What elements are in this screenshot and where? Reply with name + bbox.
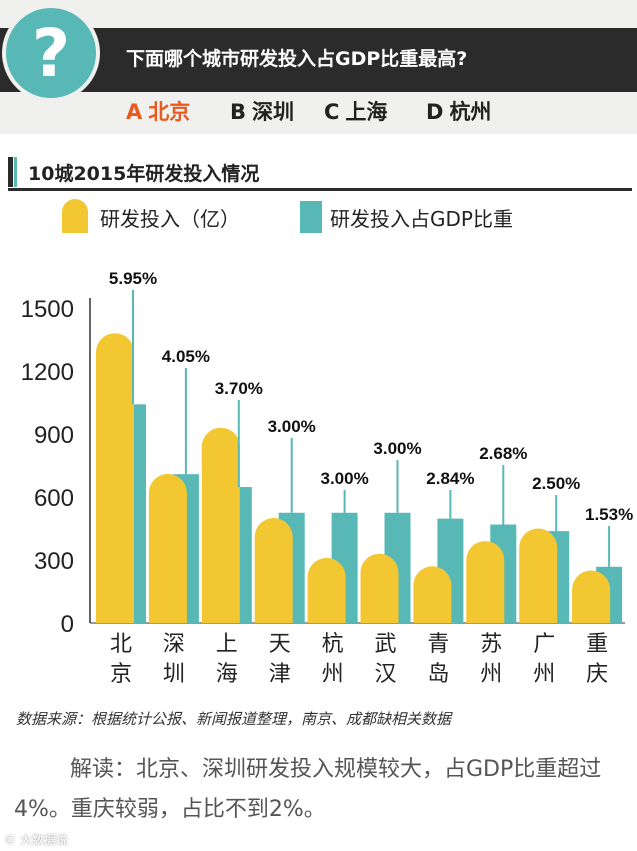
watermark: © 大数据说 [4, 833, 68, 847]
ratio-data-label: 2.50% [532, 474, 580, 493]
x-tick-label: 广 [533, 632, 555, 657]
chart-title: 10城2015年研发投入情况 [28, 163, 260, 185]
chart-title-block: 10城2015年研发投入情况 [0, 151, 637, 191]
legend-label-investment: 研发投入（亿） [100, 207, 240, 231]
investment-bar [572, 570, 611, 623]
ratio-data-label: 2.84% [426, 469, 474, 488]
investment-bar [254, 518, 293, 623]
ratio-data-label: 5.95% [109, 269, 157, 288]
x-tick-label: 杭 [322, 632, 344, 657]
title-accent-bar [8, 157, 13, 187]
investment-bar [413, 566, 452, 623]
question-text: 下面哪个城市研发投入占GDP比重最高? [126, 48, 468, 70]
title-underline [8, 188, 632, 191]
y-tick-label: 900 [34, 422, 74, 449]
investment-bar [201, 427, 240, 623]
question-mark: ? [31, 15, 71, 92]
x-tick-label: 岛 [427, 662, 449, 687]
investment-bar [96, 333, 134, 623]
option-b: B 深圳 [230, 100, 295, 124]
ratio-data-label: 4.05% [162, 347, 210, 366]
header-band [0, 28, 637, 92]
x-tick-label: 京 [110, 662, 132, 687]
question-circle-icon: ? [2, 4, 100, 102]
y-tick-label: 1500 [21, 296, 74, 323]
legend-swatch-teal [300, 201, 322, 233]
ratio-data-label: 3.70% [215, 379, 263, 398]
x-tick-label: 天 [269, 632, 291, 657]
title-accent-bar-teal [14, 157, 17, 187]
y-tick-label: 300 [34, 548, 74, 575]
x-tick-label: 上 [216, 632, 238, 657]
x-tick-label: 深 [163, 632, 185, 657]
bar-chart: 0 300 600 900 1200 1500 5.95% 北京 4.05% 深圳 3.70% 上海 3… [21, 269, 634, 687]
interpretation-text: 解读：北京、深圳研发投入规模较大，占GDP比重超过4%。重庆较弱，占比不到2%。 [14, 757, 602, 822]
x-tick-label: 津 [269, 662, 291, 687]
ratio-data-label: 1.53% [585, 505, 633, 524]
investment-bar [148, 473, 187, 623]
investment-bar [466, 541, 505, 623]
option-c: C 上海 [324, 100, 388, 124]
x-tick-label: 汉 [374, 662, 396, 687]
y-tick-label: 1200 [21, 359, 74, 386]
x-tick-label: 重 [586, 632, 608, 657]
x-tick-label: 苏 [480, 632, 502, 657]
x-tick-label: 州 [480, 662, 502, 687]
x-tick-label: 武 [374, 632, 396, 657]
legend-label-ratio: 研发投入占GDP比重 [330, 207, 513, 231]
x-tick-label: 青 [427, 632, 449, 657]
legend-swatch-yellow [62, 199, 88, 233]
data-source: 数据来源：根据统计公报、新闻报道整理，南京、成都缺相关数据 [16, 710, 452, 728]
x-tick-label: 庆 [586, 662, 608, 687]
option-a: A 北京 [126, 100, 191, 124]
y-tick-label: 0 [61, 611, 74, 638]
investment-bar [360, 553, 399, 623]
investment-bar [307, 557, 346, 623]
x-tick-label: 州 [322, 662, 344, 687]
x-tick-label: 北 [110, 632, 132, 657]
x-tick-label: 圳 [163, 662, 185, 687]
y-tick-label: 600 [34, 485, 74, 512]
ratio-data-label: 3.00% [373, 439, 421, 458]
x-tick-label: 海 [216, 662, 238, 687]
x-tick-label: 州 [533, 662, 555, 687]
ratio-data-label: 3.00% [320, 469, 368, 488]
investment-bar [519, 528, 558, 623]
ratio-data-label: 2.68% [479, 444, 527, 463]
option-d: D 杭州 [426, 100, 492, 124]
ratio-data-label: 3.00% [268, 417, 316, 436]
